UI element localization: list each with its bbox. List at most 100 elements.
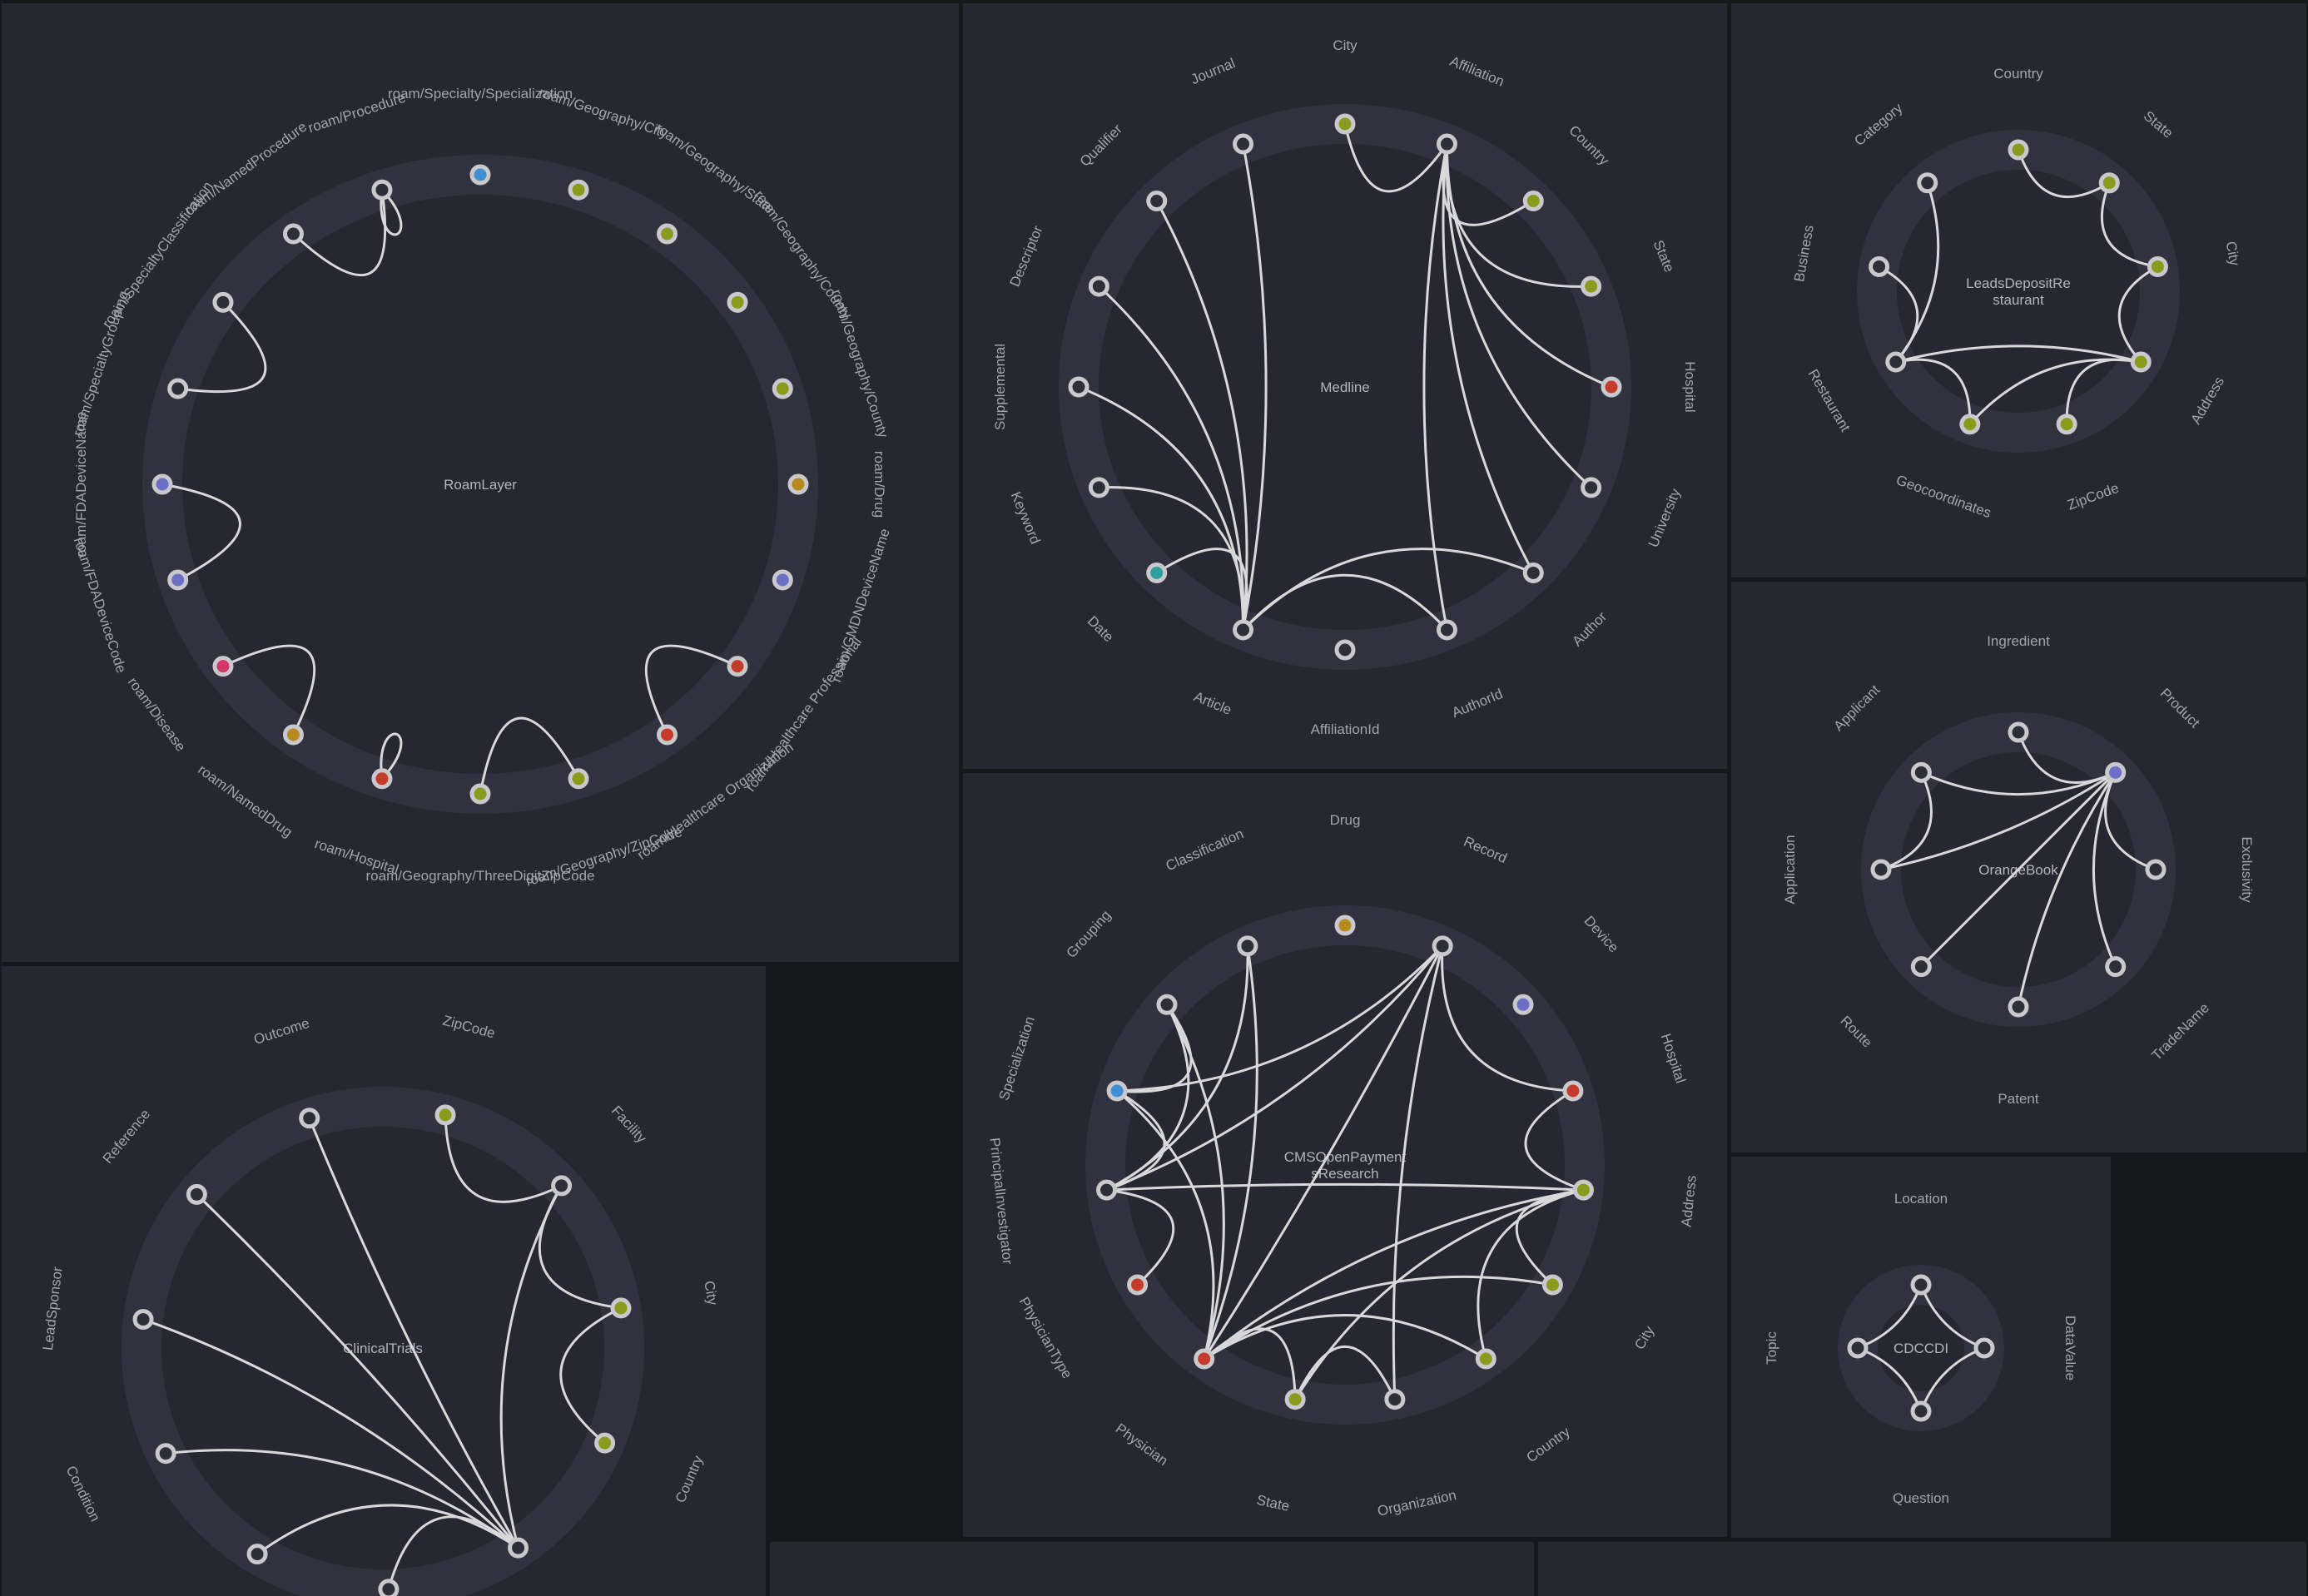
graph-node[interactable] bbox=[1581, 275, 1602, 297]
graph-node[interactable] bbox=[657, 724, 678, 746]
graph-center-label: Medline bbox=[1320, 379, 1370, 395]
graph-node[interactable] bbox=[787, 473, 809, 495]
graph-node[interactable] bbox=[167, 378, 189, 399]
graph-node[interactable] bbox=[469, 783, 491, 805]
graph-node[interactable] bbox=[772, 378, 793, 399]
graph-node[interactable] bbox=[2105, 956, 2127, 978]
graph-node[interactable] bbox=[378, 1579, 400, 1596]
graph-node[interactable] bbox=[1601, 376, 1622, 398]
graph-node[interactable] bbox=[1088, 477, 1109, 498]
graph-node[interactable] bbox=[1146, 562, 1168, 583]
graph-node[interactable] bbox=[434, 1104, 456, 1126]
graph-node[interactable] bbox=[212, 291, 234, 313]
graph-node[interactable] bbox=[1436, 619, 1457, 641]
graph-node[interactable] bbox=[1541, 1274, 1563, 1296]
graph-node[interactable] bbox=[1334, 914, 1356, 936]
graph-node[interactable] bbox=[2056, 414, 2077, 435]
graph-edge bbox=[1203, 944, 1258, 1361]
graph-node[interactable] bbox=[1146, 191, 1168, 212]
graph-node[interactable] bbox=[167, 569, 189, 591]
graph-edge bbox=[1203, 944, 1444, 1361]
graph-node[interactable] bbox=[1334, 113, 1356, 135]
graph-node[interactable] bbox=[1436, 133, 1457, 155]
graph-node[interactable] bbox=[1562, 1080, 1584, 1102]
graph-node[interactable] bbox=[1910, 761, 1932, 783]
graph-node-label: Application bbox=[1782, 835, 1798, 904]
graph-node[interactable] bbox=[1237, 935, 1258, 957]
graph-node[interactable] bbox=[1910, 1274, 1932, 1296]
graph-node[interactable] bbox=[1194, 1348, 1215, 1370]
graph-node[interactable] bbox=[610, 1297, 632, 1319]
graph-node[interactable] bbox=[1284, 1389, 1306, 1410]
graph-node[interactable] bbox=[1847, 1337, 1869, 1359]
graph-node[interactable] bbox=[1910, 956, 1932, 978]
graph-node[interactable] bbox=[2008, 139, 2029, 161]
graph-node[interactable] bbox=[727, 656, 748, 677]
graph-node[interactable] bbox=[1512, 994, 1534, 1015]
graph-edge bbox=[1441, 944, 1575, 1093]
graph-node[interactable] bbox=[1910, 1400, 1932, 1422]
graph-node[interactable] bbox=[551, 1175, 573, 1197]
graph-node[interactable] bbox=[2147, 255, 2168, 277]
graph-node[interactable] bbox=[151, 473, 173, 495]
graph-node[interactable] bbox=[1870, 859, 1892, 880]
graph-node[interactable] bbox=[2008, 996, 2029, 1018]
graph-node[interactable] bbox=[1973, 1337, 1995, 1359]
graph-node[interactable] bbox=[155, 1443, 176, 1465]
graph-node[interactable] bbox=[186, 1183, 207, 1205]
graph-node[interactable] bbox=[299, 1108, 320, 1129]
graph-node[interactable] bbox=[594, 1432, 616, 1454]
graph-node[interactable] bbox=[2145, 859, 2167, 880]
graph-edge bbox=[1293, 1345, 1397, 1401]
graph-node[interactable] bbox=[1885, 351, 1907, 373]
edges bbox=[1105, 944, 1585, 1401]
graph-node[interactable] bbox=[1869, 255, 1890, 277]
graph-node[interactable] bbox=[1088, 275, 1109, 297]
graph-node[interactable] bbox=[568, 768, 589, 790]
graph-node[interactable] bbox=[657, 223, 678, 245]
graph-node-label: Country bbox=[1993, 66, 2043, 82]
graph-edge bbox=[1919, 771, 2117, 796]
graph-node[interactable] bbox=[1384, 1389, 1406, 1410]
graph-node[interactable] bbox=[469, 164, 491, 186]
graph-node[interactable] bbox=[1233, 619, 1254, 641]
graph-node[interactable] bbox=[1106, 1080, 1128, 1102]
graph-node[interactable] bbox=[1917, 172, 1938, 194]
graph-node[interactable] bbox=[1432, 935, 1453, 957]
graph-edge bbox=[1115, 1089, 1215, 1361]
graph-node[interactable] bbox=[1156, 994, 1178, 1015]
graph-node[interactable] bbox=[1959, 414, 1981, 435]
graph-node-label: roam/FDADeviceName bbox=[73, 412, 89, 558]
graph-node[interactable] bbox=[1572, 1179, 1594, 1201]
graph-node[interactable] bbox=[282, 724, 304, 746]
graph-edge bbox=[256, 1504, 520, 1556]
graph-node[interactable] bbox=[2130, 351, 2152, 373]
graph-node[interactable] bbox=[1522, 191, 1544, 212]
graph-node[interactable] bbox=[282, 223, 304, 245]
graph-node[interactable] bbox=[212, 656, 234, 677]
graph-node[interactable] bbox=[1334, 639, 1356, 661]
graph-node[interactable] bbox=[772, 569, 793, 591]
graph-node[interactable] bbox=[246, 1544, 268, 1565]
graph-node[interactable] bbox=[371, 179, 393, 201]
graph-node[interactable] bbox=[1068, 376, 1089, 398]
graph-node[interactable] bbox=[1233, 133, 1254, 155]
graph-node[interactable] bbox=[1522, 562, 1544, 583]
graph-node[interactable] bbox=[1096, 1179, 1118, 1201]
graph-edge bbox=[1524, 1089, 1585, 1192]
graph-node[interactable] bbox=[2098, 172, 2120, 194]
graph-node[interactable] bbox=[1127, 1274, 1149, 1296]
graph-node[interactable] bbox=[508, 1537, 529, 1559]
graph-node[interactable] bbox=[568, 179, 589, 201]
graph-node[interactable] bbox=[1475, 1348, 1496, 1370]
graph-node[interactable] bbox=[371, 768, 393, 790]
graph-node[interactable] bbox=[2008, 721, 2029, 743]
graph-node[interactable] bbox=[1581, 477, 1602, 498]
edges bbox=[1077, 122, 1613, 632]
graph-node[interactable] bbox=[727, 291, 748, 313]
graph-node-label: roam/Geography/ThreeDigitZipCode bbox=[366, 868, 595, 884]
graph-node[interactable] bbox=[2105, 761, 2127, 783]
panel-cdccdi bbox=[1731, 1157, 2111, 1538]
graph-cdccdi: CDCCDI Location DataValue Question Topic bbox=[1764, 1191, 2078, 1506]
graph-node[interactable] bbox=[132, 1309, 154, 1331]
